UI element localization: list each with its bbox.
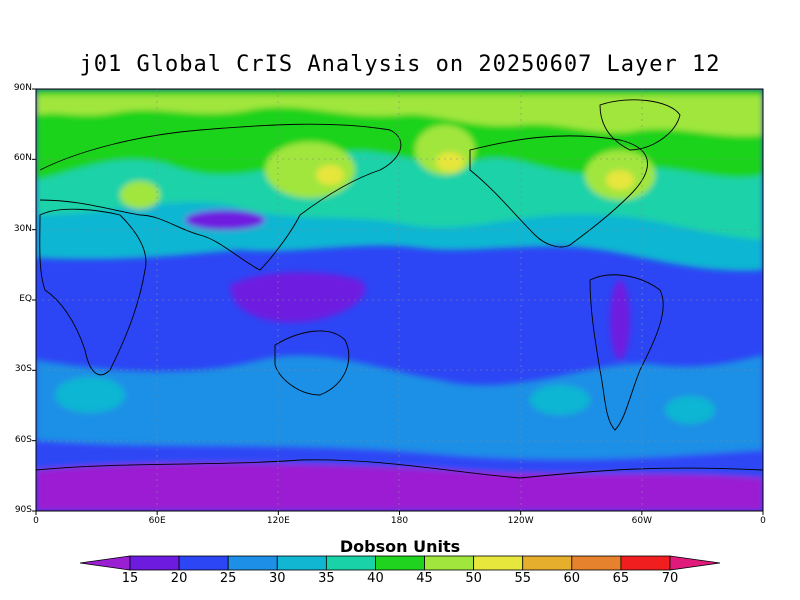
axis-ticks [32, 88, 764, 515]
lon-label: 120W [507, 516, 534, 526]
ozone-band-30-south [36, 355, 763, 460]
colorbar-tick-label: 25 [219, 571, 237, 586]
lat-label: 30S [14, 364, 32, 375]
colorbar-tick-label: 35 [318, 571, 335, 586]
colorbar-tick-label: 60 [563, 571, 581, 586]
coastline-antarctica [36, 459, 763, 479]
ozone-band-antarctic [36, 463, 763, 511]
colorbar-box [129, 555, 180, 571]
lon-label: 120E [266, 516, 290, 526]
lon-label: 60W [631, 516, 652, 526]
colorbar-box [571, 555, 622, 571]
lat-label: 60S [14, 434, 32, 445]
colorbar [79, 555, 721, 571]
lon-label: 0 [760, 516, 766, 526]
lat-label: 90N [13, 83, 32, 93]
colorbar-title: Dobson Units [339, 537, 461, 556]
ozone-patch-south-atlantic [665, 396, 715, 424]
colorbar-box [473, 555, 524, 571]
colorbar-arrow-right [669, 555, 721, 571]
colorbar-tick-label: 50 [465, 571, 482, 586]
graticule [36, 89, 763, 511]
colorbar-tick-label: 65 [612, 571, 630, 586]
colorbar-box [276, 555, 327, 571]
coastline-australia [274, 330, 350, 396]
colorbar-arrow-left [79, 555, 131, 571]
colorbar-tick-label: 15 [121, 571, 139, 586]
lat-label: 60N [13, 153, 32, 164]
colorbar-tick-label: 40 [367, 571, 384, 586]
lon-label: 0 [33, 516, 39, 526]
ozone-patch-yellow-siberia [316, 165, 344, 185]
coastline-greenland [599, 99, 681, 151]
lat-label: EQ [19, 294, 32, 304]
colorbar-tick-label: 55 [514, 571, 531, 586]
coastlines [36, 99, 763, 479]
lat-label: 30N [13, 223, 32, 234]
ozone-band-50-arctic [36, 95, 763, 137]
ozone-patch-south-pacific [530, 385, 590, 415]
colorbar-tick-label: 30 [268, 571, 286, 586]
colorbar-box [424, 555, 475, 571]
ozone-patch-europe [120, 181, 160, 209]
coastline-south-america [589, 274, 664, 431]
colorbar-tick-label: 45 [416, 571, 433, 586]
lat-label: 90S [14, 505, 32, 515]
colorbar-box [325, 555, 376, 571]
colorbar-box [620, 555, 671, 571]
ozone-patch-andes [610, 280, 630, 360]
coastline-north-america [469, 135, 648, 248]
ozone-patch-yellow-atlantic [606, 170, 634, 190]
ozone-field [36, 89, 763, 511]
ozone-patch-india [185, 210, 265, 230]
colorbar-box [227, 555, 278, 571]
colorbar-box [375, 555, 425, 571]
coastline-eurasia [39, 123, 402, 271]
ozone-patch-south-indian [55, 377, 125, 413]
ozone-band-tropics-low [230, 272, 366, 323]
colorbar-tick-label: 70 [661, 571, 679, 586]
lon-label: 60E [148, 516, 166, 526]
lon-label: 180 [390, 516, 409, 526]
coastline-africa [39, 208, 147, 376]
ozone-patch-yellow-pacific [436, 152, 464, 172]
map-title: j01 Global CrIS Analysis on 20250607 Lay… [79, 52, 721, 77]
colorbar-box [522, 555, 573, 571]
colorbar-box [178, 555, 229, 571]
colorbar-tick-label: 20 [170, 571, 188, 586]
